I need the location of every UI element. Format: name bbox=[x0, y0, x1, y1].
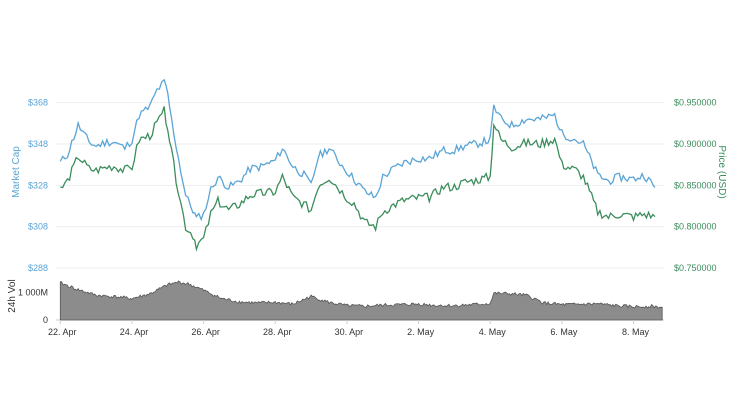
series-lines bbox=[59, 78, 656, 252]
x-tick-label: 24. Apr bbox=[120, 327, 149, 337]
x-tick-label: 8. May bbox=[622, 327, 650, 337]
series-line-price bbox=[60, 106, 656, 252]
x-tick-label: 6. May bbox=[550, 327, 578, 337]
x-tick-label: 30. Apr bbox=[335, 327, 364, 337]
x-tick-label: 26. Apr bbox=[191, 327, 220, 337]
right-tick-label: $0.850000 bbox=[674, 180, 717, 190]
left-axis-ticks: $288 $308 $328 $348 $368 bbox=[28, 98, 48, 273]
volume-area bbox=[59, 280, 663, 321]
x-tick-label: 2. May bbox=[407, 327, 435, 337]
volume-tick-label: 0 bbox=[43, 315, 48, 325]
right-axis-ticks: $0.750000 $0.800000 $0.850000 $0.900000 $0.9… bbox=[674, 98, 717, 273]
left-tick-label: $288 bbox=[28, 263, 48, 273]
right-axis-title: Price (USD) bbox=[716, 145, 727, 198]
right-tick-label: $0.900000 bbox=[674, 139, 717, 149]
left-tick-label: $328 bbox=[28, 180, 48, 190]
left-tick-label: $368 bbox=[28, 98, 48, 108]
right-tick-label: $0.750000 bbox=[674, 263, 717, 273]
left-tick-label: $348 bbox=[28, 139, 48, 149]
x-axis-ticks: 22. Apr 24. Apr 26. Apr 28. Apr 30. Apr 2. Ma… bbox=[48, 320, 650, 337]
right-tick-label: $0.800000 bbox=[674, 222, 717, 232]
volume-axis-title: 24h Vol bbox=[7, 279, 18, 312]
series-line-market-cap bbox=[59, 78, 656, 222]
volume-tick-label: 1 000M bbox=[18, 288, 48, 298]
left-tick-label: $308 bbox=[28, 222, 48, 232]
left-axis-title: Market Cap bbox=[11, 146, 22, 198]
volume-axis-ticks: 0 1 000M bbox=[18, 288, 48, 326]
right-tick-label: $0.950000 bbox=[674, 98, 717, 108]
x-tick-label: 28. Apr bbox=[263, 327, 292, 337]
volume-bars bbox=[59, 280, 663, 321]
x-tick-label: 4. May bbox=[479, 327, 507, 337]
x-tick-label: 22. Apr bbox=[48, 327, 77, 337]
